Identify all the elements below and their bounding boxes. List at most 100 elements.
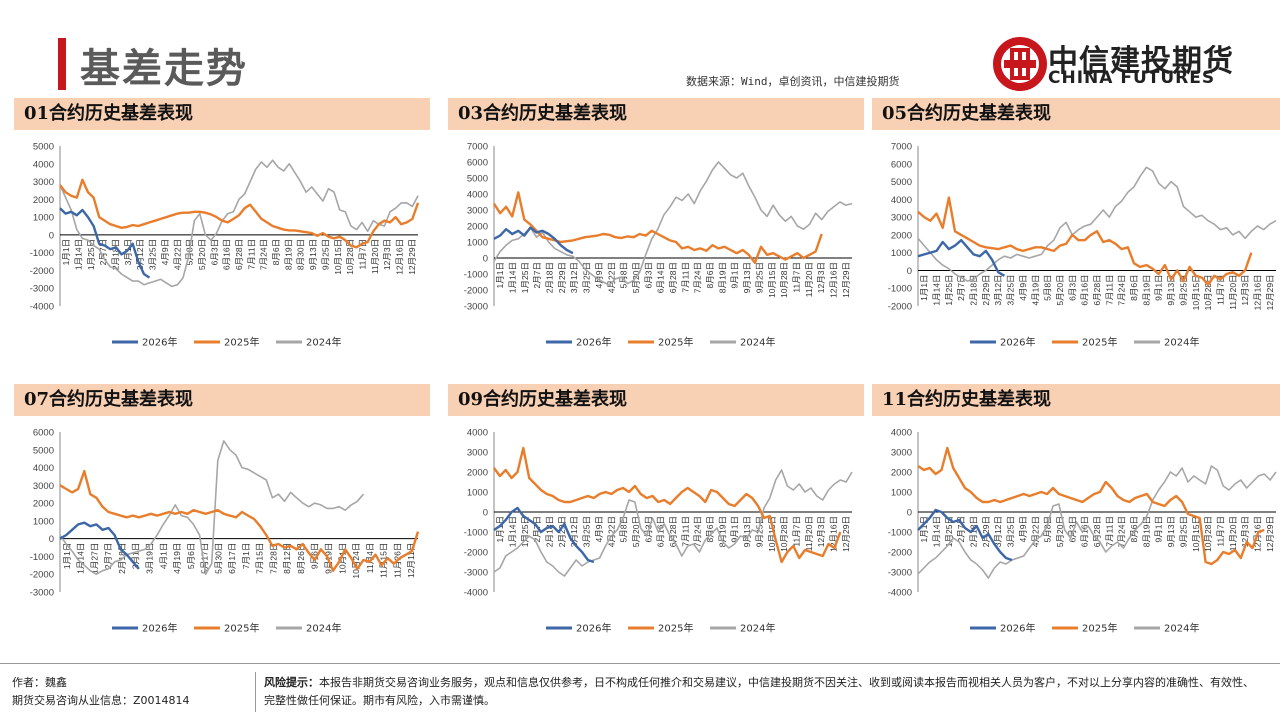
y-tick-label: 7000 (891, 142, 912, 153)
y-tick-label: 6000 (33, 428, 54, 439)
x-tick-label: 8月19日 (717, 516, 727, 547)
x-tick-label: 9月1日 (1154, 516, 1164, 542)
x-tick-label: 4月9日 (594, 516, 604, 542)
x-tick-label: 6月17日 (227, 543, 237, 574)
x-tick-label: 9月25日 (754, 516, 764, 547)
x-tick-label: 12月29日 (1265, 274, 1275, 310)
y-tick-label: -4000 (464, 588, 488, 599)
chart-title: 09合约历史基差表现 (448, 384, 864, 416)
logo-name-cn: 中信建投期货 (1048, 44, 1234, 79)
legend-label: 2025年 (1082, 622, 1117, 635)
x-tick-label: 10月15日 (333, 239, 343, 275)
x-tick-label: 12月16日 (828, 516, 838, 552)
series-line-2024年 (59, 159, 419, 288)
legend-label: 2026年 (576, 336, 611, 349)
x-tick-label: 12月16日 (394, 239, 404, 275)
x-tick-label: 8月12日 (282, 543, 292, 574)
x-tick-label: 1月14日 (76, 543, 86, 574)
y-tick-label: -4000 (888, 588, 912, 599)
y-tick-label: 0 (49, 230, 54, 241)
x-tick-label: 2月18日 (545, 516, 555, 547)
legend-label: 2026年 (576, 622, 611, 635)
license-number: Z0014814 (133, 694, 190, 707)
x-tick-label: 3月1日 (131, 543, 141, 569)
x-tick-label: 1月1日 (61, 239, 71, 265)
x-tick-label: 4月9日 (1018, 516, 1028, 542)
y-tick-label: 1000 (467, 488, 488, 499)
x-tick-label: 12月11日 (406, 543, 416, 578)
x-tick-label: 1月14日 (932, 274, 942, 305)
x-tick-label: 7月11日 (1104, 516, 1114, 547)
x-tick-label: 12月3日 (1240, 274, 1250, 305)
author-name: 魏鑫 (45, 676, 67, 689)
y-tick-label: 4000 (891, 195, 912, 206)
y-tick-label: 5000 (33, 445, 54, 456)
x-tick-label: 5月20日 (197, 239, 207, 270)
legend-label: 2025年 (1082, 336, 1117, 349)
x-tick-label: 12月3日 (816, 262, 826, 293)
data-source-note: 数据来源：Wind，卓创资讯，中信建投期货 (686, 75, 900, 88)
y-tick-label: 2000 (33, 195, 54, 206)
y-tick-label: -2000 (30, 266, 54, 277)
legend-label: 2026年 (1000, 336, 1035, 349)
x-tick-label: 10月28日 (779, 516, 789, 552)
chart-title: 01合约历史基差表现 (14, 98, 430, 130)
y-tick-label: -2000 (464, 548, 488, 559)
series-line-2025年 (492, 191, 823, 265)
x-tick-label: 2月7日 (532, 516, 542, 542)
y-tick-label: -1000 (464, 270, 488, 281)
y-tick-label: 2000 (467, 468, 488, 479)
x-tick-label: 4月22日 (172, 239, 182, 270)
x-tick-label: 11月20日 (370, 239, 380, 274)
chart-panel-03: 03合约历史基差表现 -3000 -2000 -1000 0 1000 2000 3000 4… (448, 98, 864, 368)
chart-panel-05: 05合约历史基差表现 -2000 -1000 0 1000 2000 3000 4000 50… (872, 98, 1280, 368)
x-tick-label: 1月1日 (495, 516, 505, 542)
x-tick-label: 10月24日 (351, 543, 361, 579)
x-tick-label: 12月3日 (1240, 516, 1250, 547)
series-line-2026年 (59, 521, 140, 570)
x-tick-label: 12月3日 (816, 516, 826, 547)
x-tick-label: 2月18日 (545, 262, 555, 293)
risk-label: 风险提示： (264, 676, 319, 689)
title-accent-bar (58, 38, 66, 90)
x-tick-label: 4月22日 (606, 516, 616, 547)
x-tick-label: 5月8日 (1043, 274, 1053, 300)
x-tick-label: 2月29日 (557, 516, 567, 547)
x-tick-label: 8月6日 (271, 239, 281, 265)
series-line-2026年 (917, 238, 1006, 277)
y-tick-label: 4000 (33, 159, 54, 170)
x-tick-label: 8月19日 (1141, 516, 1151, 547)
basis-chart-05: -2000 -1000 0 1000 2000 3000 4000 5000 6000 7000 1… (888, 142, 1277, 349)
legend-label: 2026年 (142, 622, 177, 635)
y-tick-label: 1000 (33, 213, 54, 224)
x-tick-label: 9月25日 (754, 262, 764, 293)
x-tick-label: 3月25日 (1006, 516, 1016, 547)
y-tick-label: -3000 (464, 568, 488, 579)
x-tick-label: 1月27日 (89, 543, 99, 574)
y-tick-label: -2000 (30, 570, 54, 581)
basis-chart-07: -3000 -2000 -1000 0 1000 2000 3000 4000 5000 6000… (30, 428, 420, 635)
footer-divider (0, 663, 1280, 664)
y-tick-label: -3000 (888, 568, 912, 579)
legend-label: 2025年 (224, 622, 259, 635)
x-tick-label: 2月29日 (981, 274, 991, 305)
x-tick-label: 6月3日 (209, 239, 219, 265)
x-tick-label: 3月25日 (582, 262, 592, 293)
x-tick-label: 1月14日 (932, 516, 942, 547)
x-tick-label: 1月1日 (62, 543, 72, 569)
x-tick-label: 2月7日 (532, 262, 542, 288)
y-tick-label: -2000 (888, 548, 912, 559)
author-info: 作者：魏鑫 期货交易咨询从业信息：Z0014814 (12, 674, 190, 710)
x-tick-label: 11月20日 (804, 516, 814, 551)
chart-title: 05合约历史基差表现 (872, 98, 1280, 130)
x-tick-label: 5月8日 (619, 516, 629, 542)
x-tick-label: 12月29日 (841, 516, 851, 552)
x-tick-label: 8月6日 (1129, 274, 1139, 300)
legend-label: 2025年 (224, 336, 259, 349)
x-tick-label: 8月19日 (717, 262, 727, 293)
chart-panel-11: 11合约历史基差表现 -4000 -3000 -2000 -1000 0 1000 2000… (872, 384, 1280, 654)
y-tick-label: 1000 (467, 238, 488, 249)
x-tick-label: 2月7日 (956, 516, 966, 542)
x-tick-label: 1月25日 (520, 516, 530, 547)
y-tick-label: 6000 (891, 159, 912, 170)
